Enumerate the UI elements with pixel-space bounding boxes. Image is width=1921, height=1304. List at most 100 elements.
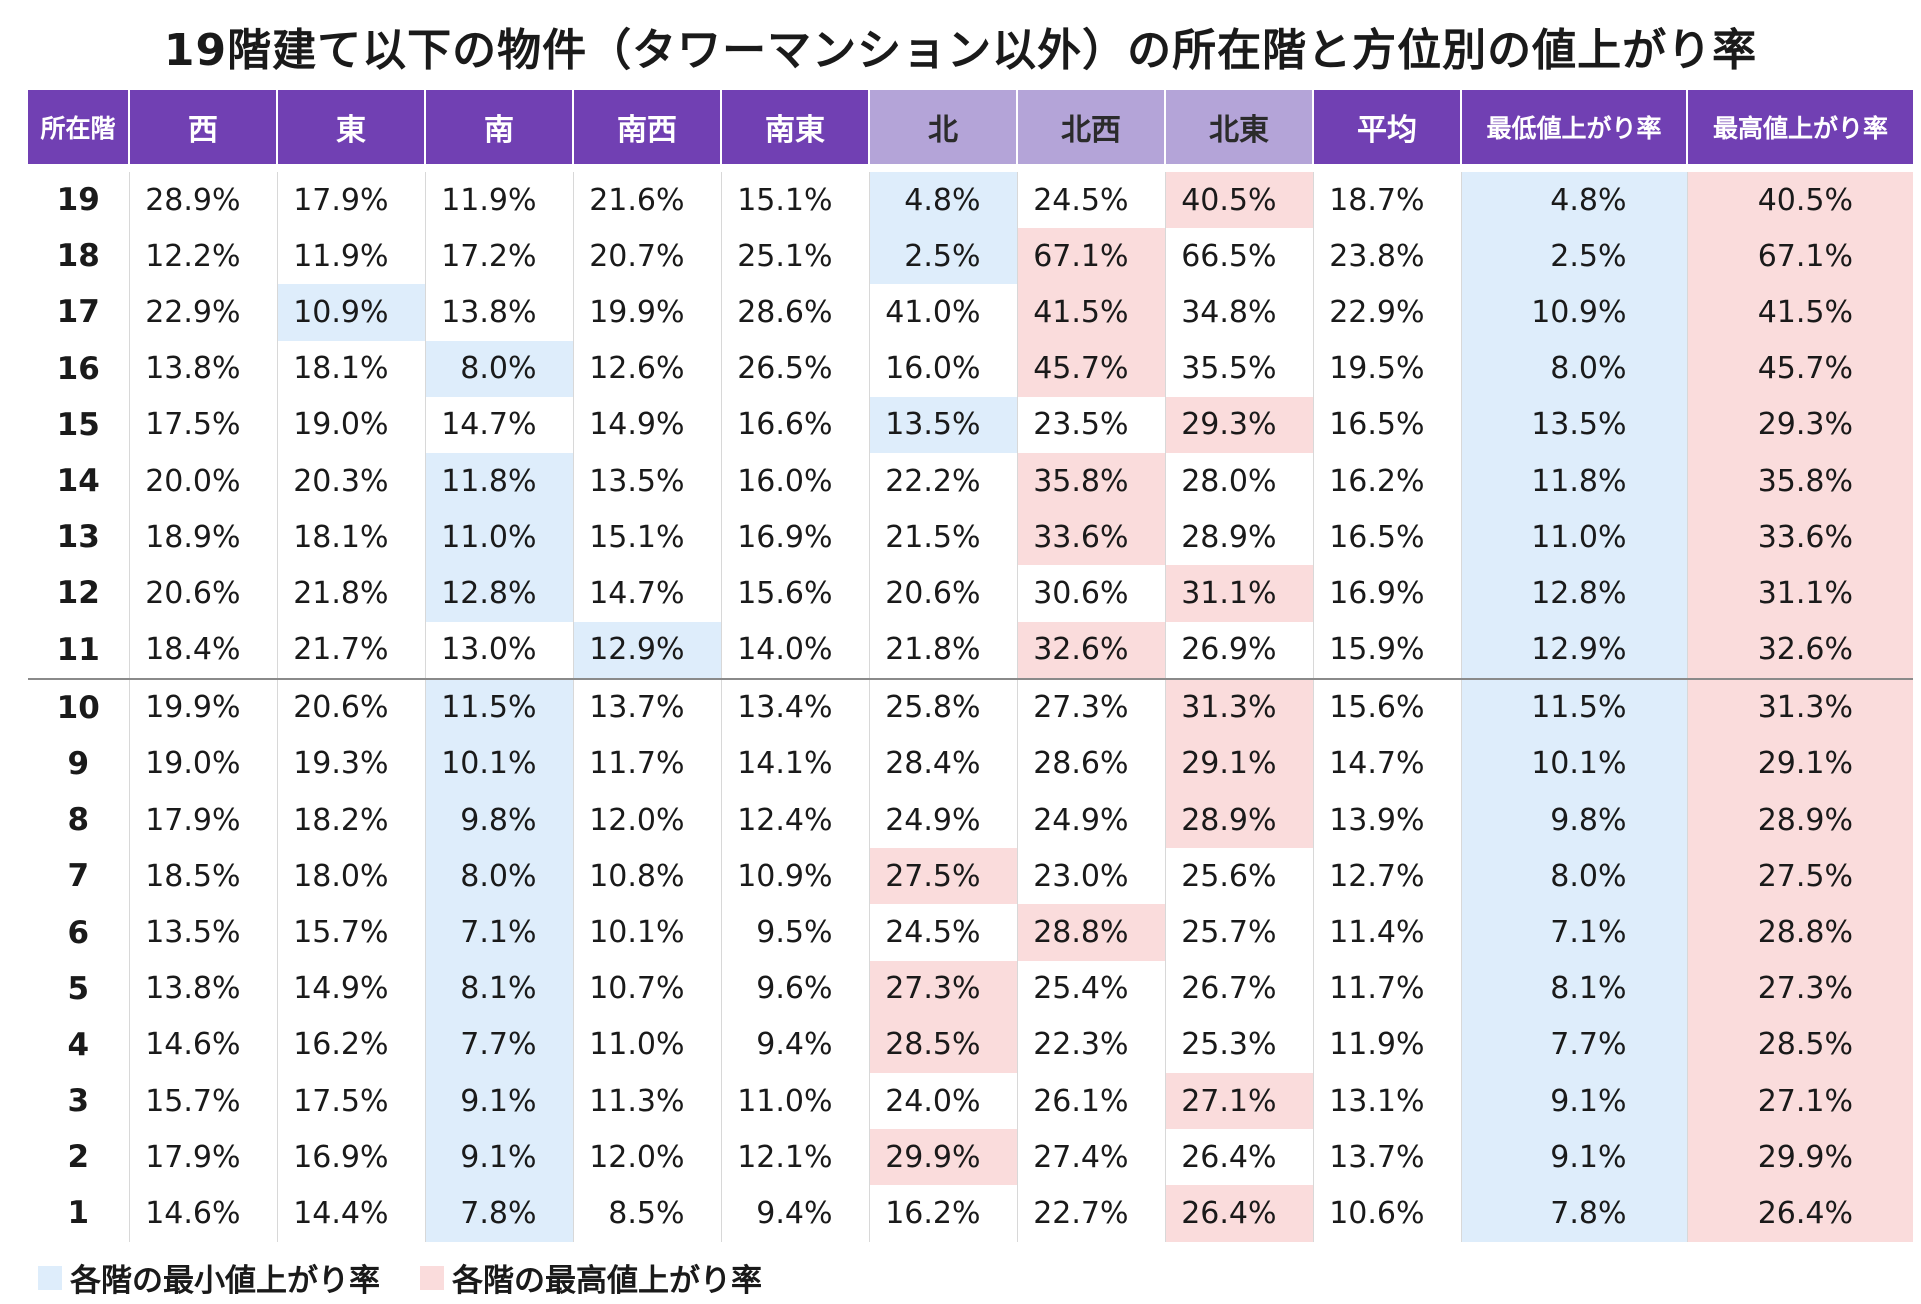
cell-west: 13.8% <box>128 340 277 397</box>
cell-southeast: 16.0% <box>720 452 869 510</box>
header-southeast: 南東 <box>720 90 869 168</box>
cell-average: 23.8% <box>1312 228 1461 285</box>
cell-east: 21.7% <box>276 621 425 679</box>
cell-northwest: 25.4% <box>1016 960 1165 1017</box>
cell-southwest: 11.3% <box>572 1073 721 1130</box>
cell-max-rate: 31.3% <box>1686 677 1913 736</box>
cell-northwest: 27.3% <box>1016 677 1165 736</box>
cell-average: 16.9% <box>1312 565 1461 622</box>
cell-northwest: 33.6% <box>1016 509 1165 566</box>
cell-east: 21.8% <box>276 565 425 622</box>
cell-min-rate: 13.5% <box>1460 396 1687 453</box>
cell-south: 10.1% <box>424 735 573 793</box>
cell-max-rate: 35.8% <box>1686 452 1913 510</box>
cell-southeast: 28.6% <box>720 284 869 341</box>
cell-south: 13.8% <box>424 284 573 341</box>
cell-west: 13.8% <box>128 960 277 1017</box>
cell-floor: 9 <box>67 745 90 782</box>
cell-min-rate: 8.0% <box>1460 848 1687 905</box>
legend: 各階の最小値上がり率 各階の最高値上がり率 <box>38 1255 802 1300</box>
cell-east: 19.0% <box>276 396 425 453</box>
cell-east: 19.3% <box>276 735 425 793</box>
cell-northwest: 23.5% <box>1016 396 1165 453</box>
header-north: 北 <box>868 90 1017 168</box>
cell-southwest: 11.0% <box>572 1016 721 1073</box>
cell-southeast: 25.1% <box>720 228 869 285</box>
cell-south: 17.2% <box>424 228 573 285</box>
cell-west: 20.6% <box>128 565 277 622</box>
cell-southeast: 9.4% <box>720 1185 869 1242</box>
cell-min-rate: 11.0% <box>1460 509 1687 566</box>
cell-southeast: 16.9% <box>720 509 869 566</box>
cell-northwest: 27.4% <box>1016 1129 1165 1186</box>
cell-floor: 15 <box>56 406 100 443</box>
cell-max-rate: 29.9% <box>1686 1129 1913 1186</box>
cell-northeast: 28.0% <box>1164 452 1313 510</box>
cell-average: 16.2% <box>1312 452 1461 510</box>
cell-northwest: 35.8% <box>1016 452 1165 510</box>
cell-southeast: 26.5% <box>720 340 869 397</box>
cell-west: 22.9% <box>128 284 277 341</box>
legend-swatch-max <box>420 1265 444 1290</box>
cell-northwest: 22.7% <box>1016 1185 1165 1242</box>
cell-southwest: 8.5% <box>572 1185 721 1242</box>
cell-north: 28.5% <box>868 1016 1017 1073</box>
cell-average: 13.1% <box>1312 1073 1461 1130</box>
cell-northwest: 32.6% <box>1016 621 1165 679</box>
cell-max-rate: 26.4% <box>1686 1185 1913 1242</box>
cell-northeast: 28.9% <box>1164 509 1313 566</box>
cell-south: 11.9% <box>424 163 573 229</box>
table-row: 10 19.9% 20.6% 11.5% 13.7% 13.4% 25.8% 27.3% 31.… <box>28 677 1913 736</box>
header-west: 西 <box>128 90 277 168</box>
table-row: 9 19.0% 19.3% 10.1% 11.7% 14.1% 28.4% 28.6% 29.1… <box>28 735 1913 793</box>
cell-southeast: 15.6% <box>720 565 869 622</box>
cell-southeast: 11.0% <box>720 1073 869 1130</box>
header-south: 南 <box>424 90 573 168</box>
header-southwest: 南西 <box>572 90 721 168</box>
cell-northeast: 29.1% <box>1164 735 1313 793</box>
table-row: 18 12.2% 11.9% 17.2% 20.7% 25.1% 2.5% 67.1% 66.5… <box>28 228 1913 285</box>
cell-northwest: 28.6% <box>1016 735 1165 793</box>
cell-north: 28.4% <box>868 735 1017 793</box>
cell-floor: 11 <box>56 631 100 668</box>
cell-southeast: 16.6% <box>720 396 869 453</box>
cell-southwest: 13.7% <box>572 677 721 736</box>
cell-north: 25.8% <box>868 677 1017 736</box>
cell-min-rate: 10.1% <box>1460 735 1687 793</box>
cell-northwest: 24.9% <box>1016 792 1165 849</box>
cell-south: 14.7% <box>424 396 573 453</box>
cell-max-rate: 28.9% <box>1686 792 1913 849</box>
cell-east: 14.4% <box>276 1185 425 1242</box>
table-row: 11 18.4% 21.7% 13.0% 12.9% 14.0% 21.8% 32.6% 26.… <box>28 621 1913 679</box>
cell-northeast: 25.3% <box>1164 1016 1313 1073</box>
legend-swatch-min <box>38 1265 62 1290</box>
cell-east: 16.9% <box>276 1129 425 1186</box>
cell-northeast: 31.3% <box>1164 677 1313 736</box>
cell-min-rate: 9.1% <box>1460 1073 1687 1130</box>
cell-south: 7.7% <box>424 1016 573 1073</box>
cell-east: 15.7% <box>276 904 425 961</box>
table-row: 8 17.9% 18.2% 9.8% 12.0% 12.4% 24.9% 24.9% 28.9%… <box>28 792 1913 849</box>
cell-south: 11.0% <box>424 509 573 566</box>
cell-north: 27.3% <box>868 960 1017 1017</box>
cell-west: 20.0% <box>128 452 277 510</box>
cell-east: 16.2% <box>276 1016 425 1073</box>
cell-south: 8.0% <box>424 340 573 397</box>
cell-southwest: 11.7% <box>572 735 721 793</box>
cell-max-rate: 41.5% <box>1686 284 1913 341</box>
header-max-rate: 最高値上がり率 <box>1686 90 1913 168</box>
cell-north: 2.5% <box>868 228 1017 285</box>
table-row: 12 20.6% 21.8% 12.8% 14.7% 15.6% 20.6% 30.6% 31.… <box>28 565 1913 622</box>
cell-northwest: 45.7% <box>1016 340 1165 397</box>
cell-min-rate: 8.0% <box>1460 340 1687 397</box>
cell-average: 15.9% <box>1312 621 1461 679</box>
cell-northeast: 40.5% <box>1164 163 1313 229</box>
cell-east: 18.0% <box>276 848 425 905</box>
cell-northeast: 31.1% <box>1164 565 1313 622</box>
cell-south: 13.0% <box>424 621 573 679</box>
cell-southwest: 12.0% <box>572 1129 721 1186</box>
cell-south: 9.1% <box>424 1073 573 1130</box>
cell-floor: 14 <box>56 463 100 500</box>
cell-average: 11.9% <box>1312 1016 1461 1073</box>
table-row: 6 13.5% 15.7% 7.1% 10.1% 9.5% 24.5% 28.8% 25.7% 1… <box>28 904 1913 961</box>
